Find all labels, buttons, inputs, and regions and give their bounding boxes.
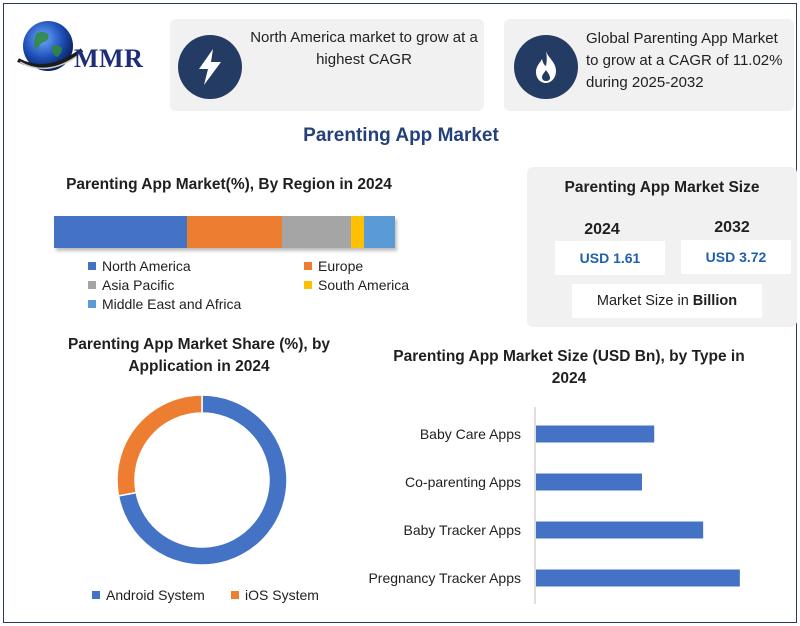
year-2024-label: 2024	[584, 221, 620, 238]
legend-label: Middle East and Africa	[102, 296, 242, 312]
legend-europe: Europe	[304, 258, 363, 274]
year-2032-label: 2032	[714, 219, 750, 236]
bar-tick-label: Co-parenting Apps	[405, 474, 521, 490]
region-segment-asia-pacific	[282, 216, 351, 248]
donut-slice-ios-system	[116, 394, 203, 497]
legend-asia-pacific: Asia Pacific	[88, 277, 174, 293]
legend-swatch	[92, 591, 100, 599]
market-size-unit: Market Size in Billion	[572, 284, 762, 318]
info-text-north-america: North America market to grow at a highes…	[250, 29, 478, 68]
bar-tick-label: Pregnancy Tracker Apps	[368, 570, 521, 586]
legend-swatch	[304, 281, 312, 289]
bar-tick-label: Baby Tracker Apps	[403, 522, 521, 538]
legend-south-america: South America	[304, 277, 409, 293]
bar-tick-label: Baby Care Apps	[420, 426, 521, 442]
unit-prefix: Market Size in	[596, 293, 689, 309]
region-stacked-bar	[54, 216, 395, 248]
legend-label: South America	[318, 277, 410, 293]
globe-icon	[17, 21, 84, 71]
bar-baby-care-apps	[536, 425, 655, 443]
flame-icon	[514, 35, 578, 99]
legend-swatch	[88, 281, 96, 289]
bar-pregnancy-tracker-apps	[536, 569, 740, 587]
infographic-frame: MMR North America market to grow at a hi…	[3, 3, 797, 623]
brand-logo: MMR	[14, 16, 164, 82]
market-size-title: Parenting App Market Size	[564, 179, 760, 196]
unit-bold: Billion	[692, 293, 738, 309]
page-title: Parenting App Market	[303, 125, 499, 146]
market-size-panel: Parenting App Market Size 2024 2032 USD …	[527, 167, 797, 327]
region-segment-middle-east-and-africa	[364, 216, 395, 248]
type-chart-title: Parenting App Market Size (USD Bn), by T…	[393, 348, 745, 387]
donut-slice-android-system	[117, 394, 288, 566]
legend-label: Europe	[318, 258, 364, 274]
lightning-bolt-icon	[178, 35, 242, 99]
type-bar-chart: Baby Care Apps Co-parenting Apps Baby Trac…	[368, 407, 740, 604]
value-2032: USD 3.72	[681, 240, 791, 274]
application-donut-chart	[116, 394, 288, 566]
legend-swatch	[304, 262, 312, 270]
legend-swatch	[88, 262, 96, 270]
legend-label: iOS System	[245, 587, 319, 603]
legend-swatch	[88, 300, 96, 308]
legend-middle-east-africa: Middle East and Africa	[88, 296, 241, 312]
bar-baby-tracker-apps	[536, 521, 704, 539]
region-segment-europe	[186, 216, 283, 248]
bar-co-parenting-apps	[536, 473, 642, 491]
legend-north-america: North America	[88, 258, 191, 274]
legend-swatch	[231, 591, 239, 599]
region-chart-title: Parenting App Market(%), By Region in 20…	[66, 176, 392, 193]
region-segment-north-america	[54, 216, 187, 248]
legend-label: Android System	[106, 587, 205, 603]
legend-android: Android System	[92, 587, 205, 603]
legend-label: North America	[102, 258, 191, 274]
legend-ios: iOS System	[231, 587, 319, 603]
info-card-global-cagr: Global Parenting App Market to grow at a…	[504, 19, 794, 111]
info-card-north-america: North America market to grow at a highes…	[170, 19, 484, 111]
region-segment-south-america	[350, 216, 365, 248]
info-text-global-cagr: Global Parenting App Market to grow at a…	[586, 30, 783, 91]
application-chart-title: Parenting App Market Share (%), by Appli…	[67, 336, 331, 375]
logo-text: MMR	[74, 44, 144, 73]
legend-label: Asia Pacific	[102, 277, 175, 293]
value-2024: USD 1.61	[555, 241, 665, 275]
